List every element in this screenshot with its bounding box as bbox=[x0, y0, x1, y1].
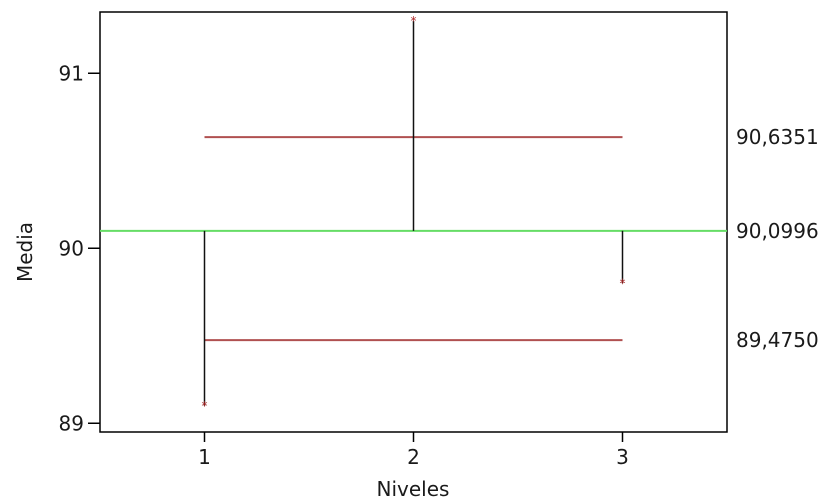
upper-limit-label: 90,6351 bbox=[736, 125, 819, 149]
x-axis-title: Niveles bbox=[377, 477, 450, 501]
stems bbox=[203, 20, 624, 406]
limit-labels: 90,6351 90,0996 89,4750 bbox=[736, 125, 819, 352]
y-tick-label-91: 91 bbox=[59, 61, 84, 85]
point-marker-3: * bbox=[620, 276, 626, 290]
point-marker-1: * bbox=[202, 399, 208, 413]
y-axis-title: Media bbox=[13, 222, 37, 282]
point-marker-2: * bbox=[411, 14, 417, 28]
y-tick-label-90: 90 bbox=[59, 236, 84, 260]
x-tick-label-1: 1 bbox=[198, 445, 211, 469]
x-tick-label-3: 3 bbox=[616, 445, 629, 469]
center-line-label: 90,0996 bbox=[736, 219, 819, 243]
y-tick-label-89: 89 bbox=[59, 411, 84, 435]
x-axis: 1 2 3 bbox=[198, 432, 629, 469]
x-tick-label-2: 2 bbox=[407, 445, 420, 469]
markers: * * * bbox=[202, 14, 626, 413]
lower-limit-label: 89,4750 bbox=[736, 328, 819, 352]
y-axis: 89 90 91 bbox=[59, 61, 100, 435]
